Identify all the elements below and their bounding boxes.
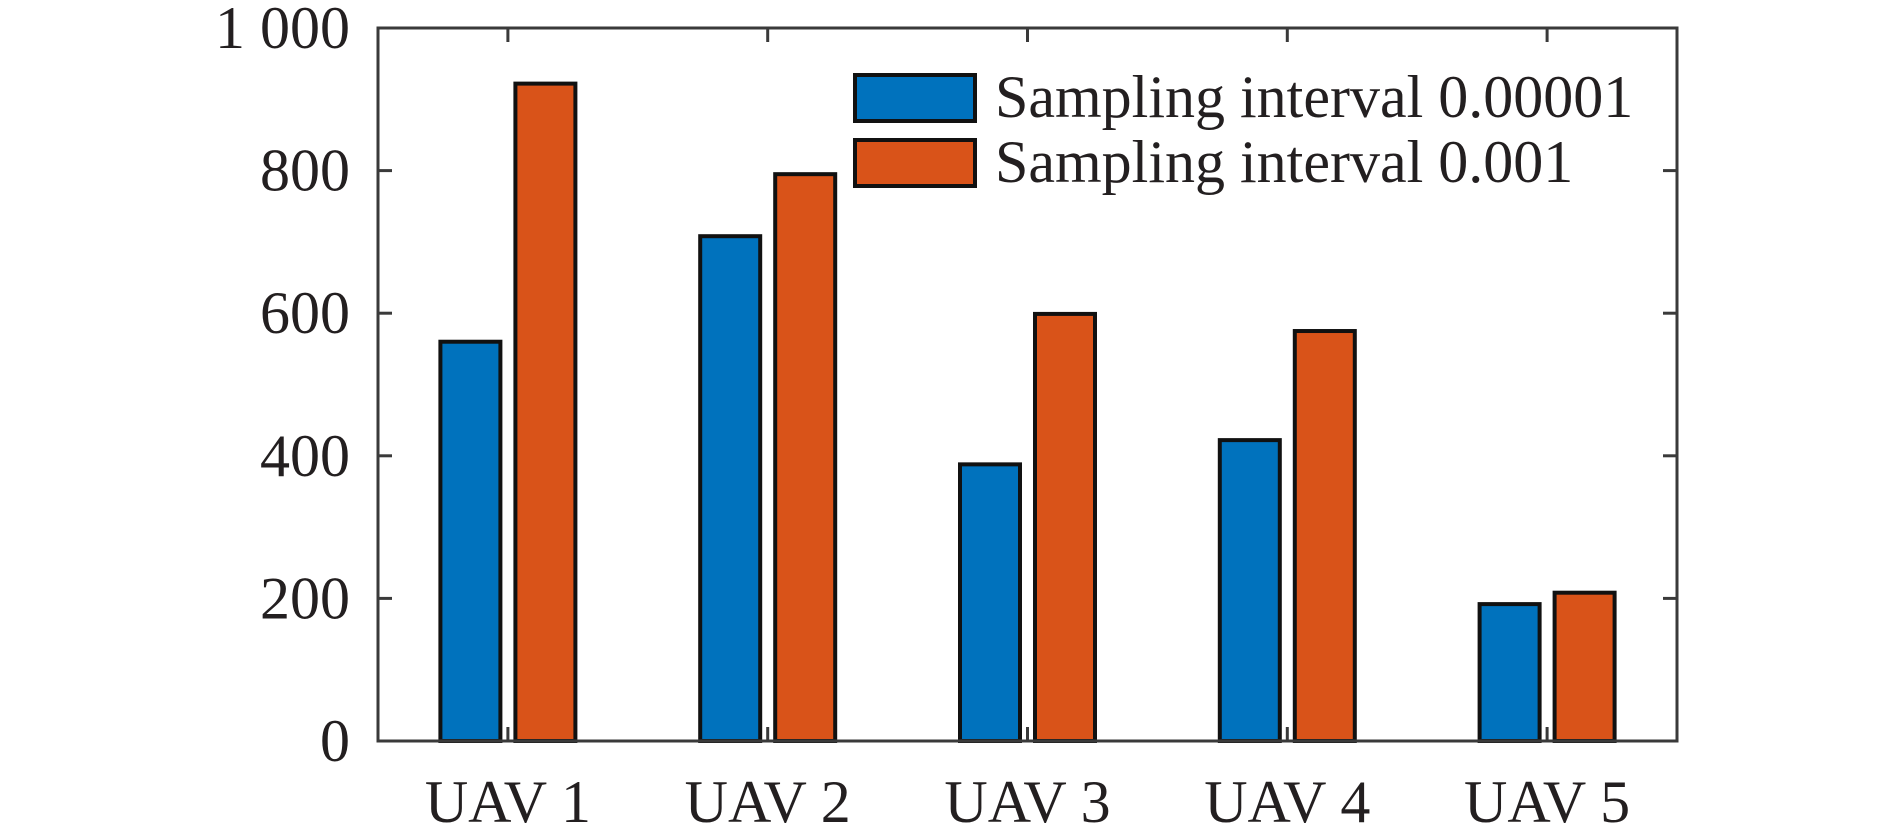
bars-group [438, 81, 1617, 744]
legend-label-1: Sampling interval 0.00001 [995, 64, 1633, 130]
y-axis-ticks: 0 200 400 600 800 1 000 [215, 0, 1677, 774]
y-tick-label: 200 [260, 565, 350, 631]
bar-series-2-uav-3 [1033, 311, 1097, 743]
legend-label-2: Sampling interval 0.001 [995, 129, 1573, 195]
bar-series-1-uav-2 [698, 234, 763, 743]
x-tick-label: UAV 3 [944, 769, 1110, 835]
plot-background [378, 28, 1677, 741]
bar-series-1-uav-1 [438, 339, 503, 743]
bar-series-2-uav-1 [513, 81, 578, 743]
x-tick-label: UAV 5 [1464, 769, 1630, 835]
x-tick-label: UAV 2 [685, 769, 851, 835]
x-tick-label: UAV 1 [425, 769, 591, 835]
y-tick-label: 1 000 [215, 0, 350, 61]
bar-series-1-uav-4 [1217, 438, 1282, 743]
y-tick-label: 400 [260, 423, 350, 489]
legend-swatch-1 [853, 73, 977, 123]
x-axis-ticks: UAV 1 UAV 2 UAV 3 UAV 4 UAV 5 [425, 28, 1630, 835]
y-tick-label: 0 [320, 708, 350, 774]
bar-series-2-uav-5 [1552, 590, 1617, 743]
bar-series-1-uav-3 [958, 462, 1022, 743]
x-tick-label: UAV 4 [1204, 769, 1370, 835]
bar-series-2-uav-2 [773, 172, 838, 744]
legend-swatch-2 [853, 138, 977, 188]
y-tick-label: 600 [260, 280, 350, 346]
plot-area [378, 28, 1677, 741]
bar-series-2-uav-4 [1292, 329, 1357, 743]
y-tick-label: 800 [260, 138, 350, 204]
bar-series-1-uav-5 [1477, 602, 1542, 743]
